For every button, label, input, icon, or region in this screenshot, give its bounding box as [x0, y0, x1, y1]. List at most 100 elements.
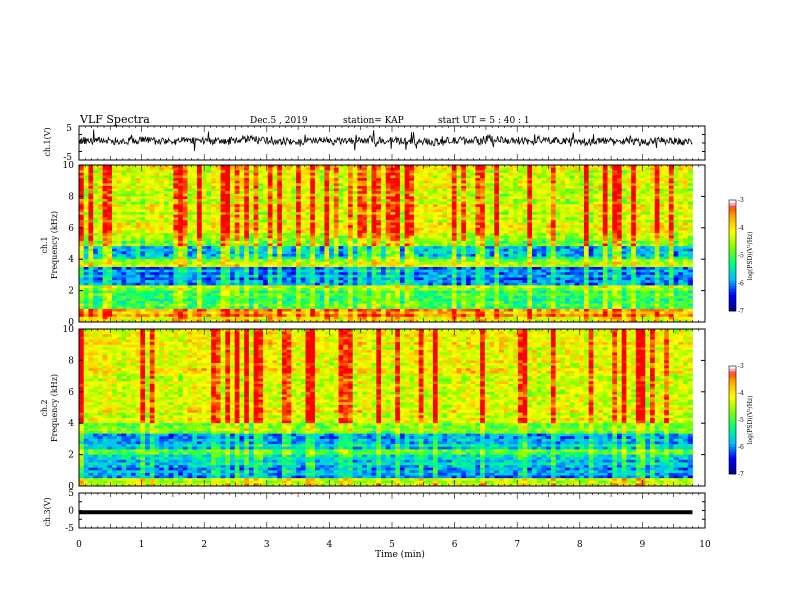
- spectrogram-cell: [640, 256, 646, 260]
- spectrogram-cell: [182, 167, 188, 171]
- spectrogram-cell: [654, 227, 660, 231]
- spectrogram-cell: [541, 219, 547, 223]
- spectrogram-cell: [93, 175, 99, 179]
- spectrogram-cell: [414, 201, 420, 205]
- spectrogram-cell: [527, 199, 533, 203]
- spectrogram-cell: [555, 209, 561, 213]
- spectrogram-cell: [432, 175, 439, 179]
- spectrogram-cell: [508, 180, 514, 184]
- spectrogram-cell: [616, 219, 623, 223]
- spectrogram-cell: [244, 240, 250, 244]
- spectrogram-cell: [300, 243, 306, 247]
- spectrogram-cell: [83, 230, 89, 234]
- spectrogram-cell: [508, 175, 514, 179]
- spectrogram-cell: [187, 170, 193, 174]
- spectrogram-cell: [253, 259, 259, 263]
- spectrogram-cell: [145, 219, 151, 223]
- spectrogram-cell: [239, 233, 245, 237]
- spectrogram-cell: [192, 256, 198, 260]
- spectrogram-cell: [277, 178, 283, 182]
- spectrogram-cell: [173, 235, 179, 239]
- spectrogram-cell: [673, 253, 679, 257]
- spectrogram-cell: [659, 188, 665, 192]
- spectrogram-cell: [668, 222, 674, 226]
- spectrogram-cell: [555, 191, 561, 195]
- spectrogram-cell: [230, 243, 236, 247]
- spectrogram-cell: [121, 167, 127, 171]
- spectrogram-cell: [532, 193, 538, 197]
- spectrogram-cell: [83, 172, 89, 176]
- spectrogram-cell: [291, 196, 297, 200]
- spectrogram-cell: [366, 225, 372, 229]
- spectrogram-cell: [423, 193, 429, 197]
- spectrogram-cell: [550, 235, 557, 239]
- spectrogram-cell: [244, 178, 250, 182]
- spectrogram-cell: [602, 248, 608, 252]
- spectrogram-cell: [579, 167, 585, 171]
- spectrogram-cell: [206, 206, 212, 210]
- spectrogram-cell: [465, 222, 472, 226]
- spectrogram-cell: [484, 227, 490, 231]
- spectrogram-cell: [650, 248, 656, 252]
- spectrogram-cell: [253, 248, 259, 252]
- spectrogram-cell: [456, 238, 462, 242]
- spectrogram-cell: [395, 219, 401, 223]
- ch1-ylabel: ch.1(V): [43, 127, 52, 156]
- spectrogram-cell: [678, 233, 684, 237]
- spectrogram-cell: [390, 191, 396, 195]
- spectrogram-cell: [130, 240, 137, 244]
- spectrogram-cell: [475, 180, 481, 184]
- spectrogram-cell: [168, 204, 174, 208]
- spectrogram-cell: [687, 219, 693, 223]
- spectrogram-cell: [621, 188, 627, 192]
- spectrogram-cell: [650, 180, 656, 184]
- spectrogram-cell: [508, 178, 514, 182]
- spectrogram-cell: [178, 222, 184, 226]
- spectrogram-cell: [465, 209, 472, 213]
- spectrogram-cell: [215, 240, 221, 244]
- spectrogram-cell: [149, 191, 155, 195]
- spectrogram-cell: [149, 183, 155, 187]
- spectrogram-cell: [140, 193, 146, 197]
- spectrogram-cell: [319, 246, 325, 250]
- spectrogram-cell: [319, 214, 325, 218]
- spectrogram-cell: [668, 201, 674, 205]
- spectrogram-cell: [607, 201, 613, 205]
- spectrogram-cell: [352, 217, 358, 221]
- spectrogram-cell: [565, 227, 571, 231]
- spectrogram-cell: [654, 193, 660, 197]
- spectrogram-cell: [135, 219, 141, 223]
- spectrogram-cell: [451, 235, 457, 239]
- spectrogram-cell: [88, 170, 94, 174]
- spectrogram-cell: [362, 219, 368, 223]
- spectrogram-cell: [192, 185, 198, 189]
- spectrogram-cell: [404, 193, 410, 197]
- spectrogram-cell: [654, 175, 660, 179]
- spectrogram-cell: [192, 225, 198, 229]
- spectrogram-cell: [442, 248, 448, 252]
- spectrogram-cell: [560, 165, 566, 169]
- spectrogram-cell: [376, 240, 382, 244]
- spectrogram-cell: [447, 185, 453, 189]
- spectrogram-cell: [97, 230, 103, 234]
- spectrogram-cell: [182, 235, 188, 239]
- spectrogram-cell: [357, 199, 363, 203]
- spectrogram-cell: [83, 201, 89, 205]
- spectrogram-cell: [399, 212, 406, 216]
- spectrogram-cell: [154, 185, 160, 189]
- spectrogram-cell: [244, 233, 250, 237]
- spectrogram-cell: [437, 165, 443, 169]
- spectrogram-cell: [508, 246, 514, 250]
- spectrogram-cell: [659, 253, 665, 257]
- spectrogram-cell: [234, 206, 240, 210]
- spectrogram-cell: [583, 196, 590, 200]
- spectrogram-cell: [447, 206, 453, 210]
- spectrogram-cell: [650, 193, 656, 197]
- spectrogram-cell: [234, 170, 240, 174]
- spectrogram-cell: [329, 235, 335, 239]
- spectrogram-cell: [206, 188, 212, 192]
- spectrogram-cell: [390, 248, 396, 252]
- spectrogram-cell: [423, 235, 429, 239]
- spectrogram-cell: [409, 204, 415, 208]
- spectrogram-cell: [121, 188, 127, 192]
